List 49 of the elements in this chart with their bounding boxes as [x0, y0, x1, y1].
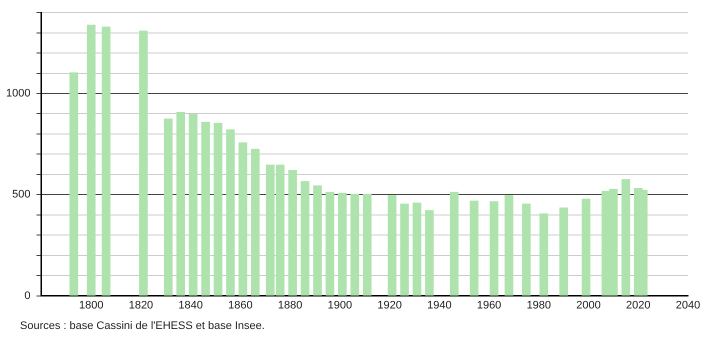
bar: [582, 198, 590, 296]
bar: [86, 24, 96, 296]
bar: [522, 204, 531, 296]
bar: [539, 213, 548, 296]
source-note: Sources : base Cassini de l'EHESS et base Insee.: [20, 320, 265, 332]
x-tick-label: 2020: [626, 299, 651, 312]
x-tick-label: 2040: [676, 299, 700, 312]
x-tick-label: 1920: [377, 299, 402, 312]
x-tick-label: 1900: [328, 299, 352, 312]
bar: [490, 201, 498, 296]
bar: [188, 114, 198, 296]
bar: [350, 194, 360, 296]
y-tick-label: 500: [12, 188, 30, 201]
bar: [102, 26, 110, 296]
x-tick-label: 1880: [278, 299, 302, 312]
x-tick-label: 1960: [476, 299, 502, 312]
bar: [326, 192, 334, 296]
x-tick-label: 1940: [427, 299, 452, 312]
bar: [559, 207, 568, 296]
bar: [214, 122, 222, 296]
bar: [412, 202, 422, 296]
bar: [250, 148, 260, 296]
bar: [139, 30, 148, 296]
bar: [69, 72, 78, 296]
bar: [164, 118, 173, 296]
bar: [388, 195, 396, 296]
bar: [470, 200, 478, 296]
x-tick-label: 2000: [576, 299, 601, 312]
bar: [425, 210, 434, 296]
bar: [300, 181, 310, 296]
bar: [400, 204, 409, 296]
x-tick-label: 1980: [526, 299, 552, 312]
x-tick-label: 1860: [228, 299, 253, 312]
bar: [622, 179, 630, 296]
bar: [288, 170, 297, 296]
bar: [504, 195, 514, 296]
bar: [176, 112, 186, 296]
bar: [238, 142, 248, 296]
x-tick-label: 1800: [78, 299, 104, 312]
x-tick-label: 1840: [178, 299, 203, 312]
bar: [362, 194, 372, 296]
y-tick-label: 0: [24, 290, 30, 302]
bar: [226, 129, 235, 296]
bar: [450, 192, 459, 296]
bar: [313, 185, 322, 296]
y-tick-label: 1000: [6, 88, 30, 100]
bar: [338, 192, 347, 296]
bar: [201, 122, 210, 296]
x-tick-label: 1820: [128, 299, 154, 312]
